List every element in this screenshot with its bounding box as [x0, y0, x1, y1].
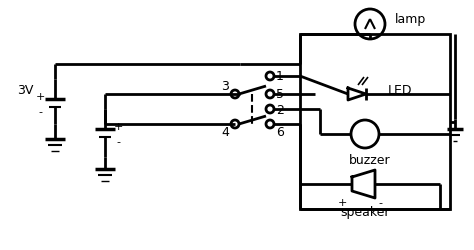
Bar — [300, 35, 450, 209]
Text: +: + — [337, 197, 346, 207]
Text: 3V: 3V — [17, 83, 33, 96]
Text: buzzer: buzzer — [349, 153, 391, 166]
Text: 1: 1 — [276, 70, 284, 83]
Text: speaker: speaker — [340, 206, 390, 219]
Text: +: + — [113, 122, 123, 132]
Text: 4: 4 — [221, 126, 229, 139]
Text: -: - — [38, 106, 42, 117]
Text: 2: 2 — [276, 103, 284, 116]
Text: 6: 6 — [276, 126, 284, 139]
Polygon shape — [348, 89, 366, 101]
Text: 3: 3 — [221, 80, 229, 93]
Text: +: + — [35, 92, 45, 102]
Text: -: - — [378, 197, 382, 207]
Text: -: - — [116, 136, 120, 146]
Polygon shape — [352, 170, 375, 198]
Text: LED: LED — [388, 83, 412, 96]
Text: 5: 5 — [276, 88, 284, 101]
Text: lamp: lamp — [395, 14, 426, 26]
